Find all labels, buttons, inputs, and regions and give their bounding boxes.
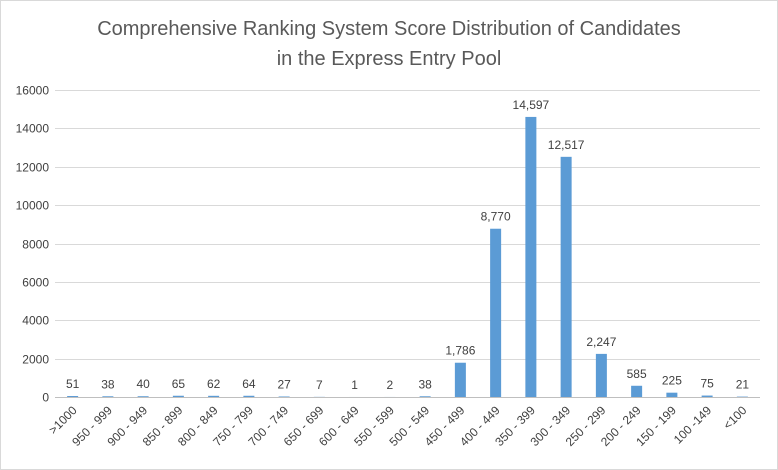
gridlines <box>55 90 760 360</box>
y-tick-label: 4000 <box>22 314 49 328</box>
data-label: 65 <box>172 377 186 391</box>
bar <box>208 395 220 397</box>
y-tick-label: 12000 <box>16 161 50 175</box>
data-label: 75 <box>700 377 714 391</box>
data-label: 64 <box>242 377 256 391</box>
x-tick-label: <100 <box>720 403 749 432</box>
chart-title-line-1: Comprehensive Ranking System Score Distr… <box>97 18 681 40</box>
x-tick-label: >1000 <box>46 403 80 437</box>
data-label: 7 <box>316 378 323 392</box>
data-label: 225 <box>662 374 682 388</box>
data-label: 1 <box>351 378 358 392</box>
bar <box>137 396 149 397</box>
data-label: 38 <box>418 377 432 391</box>
y-tick-label: 0 <box>42 391 49 405</box>
data-label: 14,597 <box>513 98 550 112</box>
bar <box>243 395 255 397</box>
bar <box>278 396 290 397</box>
y-axis-ticks: 0 2000 4000 6000 8000 10000 12000 14000 16000 <box>16 84 50 405</box>
x-tick-label: 100 -149 <box>671 403 715 447</box>
y-tick-label: 6000 <box>22 276 49 290</box>
bars <box>67 116 748 398</box>
bar <box>595 353 607 397</box>
bar <box>490 228 502 397</box>
bar <box>631 385 643 397</box>
data-label: 38 <box>101 377 115 391</box>
bar <box>172 395 184 397</box>
bar <box>102 396 114 397</box>
bar <box>701 395 713 397</box>
y-tick-label: 10000 <box>16 199 50 213</box>
bar <box>419 396 431 397</box>
data-label: 12,517 <box>548 138 585 152</box>
data-label: 51 <box>66 377 80 391</box>
y-tick-label: 2000 <box>22 353 49 367</box>
bar <box>525 116 537 398</box>
y-tick-label: 16000 <box>16 84 50 98</box>
data-label: 40 <box>136 377 150 391</box>
data-label: 8,770 <box>481 210 511 224</box>
bar <box>67 396 79 397</box>
data-label: 62 <box>207 377 221 391</box>
data-label: 1,786 <box>445 344 475 358</box>
data-label: 2,247 <box>586 335 616 349</box>
data-label: 27 <box>277 377 291 391</box>
bar <box>666 392 678 397</box>
y-tick-label: 8000 <box>22 238 49 252</box>
data-label: 2 <box>387 378 394 392</box>
data-labels: 51 38 40 65 62 64 27 7 1 2 38 1,786 8,770 14,597 12,51… <box>66 98 749 392</box>
bar <box>454 362 466 397</box>
data-label: 21 <box>736 378 750 392</box>
chart-title-line-2: in the Express Entry Pool <box>277 48 502 70</box>
y-tick-label: 14000 <box>16 122 50 136</box>
data-label: 585 <box>627 367 647 381</box>
bar <box>560 156 572 397</box>
